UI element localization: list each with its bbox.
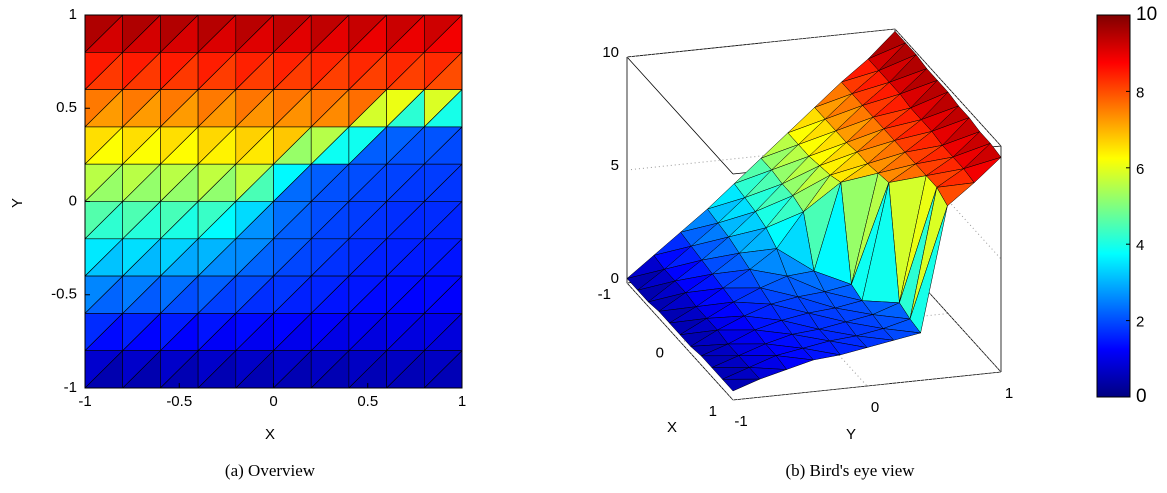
- box-edge: [894, 28, 1002, 147]
- x-tick-label: 0: [269, 393, 277, 410]
- x-tick-label: -1: [598, 286, 611, 303]
- y-tick-label: 1: [69, 6, 77, 23]
- x-axis-label: X: [265, 426, 275, 443]
- box-edge: [626, 56, 734, 175]
- x-tick-label: 0: [656, 344, 664, 361]
- y-tick-label: -0.5: [51, 286, 77, 303]
- colorbar-tick-label: 6: [1136, 161, 1144, 178]
- y-axis-label: Y: [846, 426, 856, 443]
- grid-line: [626, 28, 896, 58]
- y-tick-label: 0.5: [56, 99, 77, 116]
- y-tick-label: -1: [734, 413, 747, 430]
- caption: (b) Bird's eye view: [785, 461, 915, 480]
- colorbar-tick-label: 10: [1136, 4, 1157, 25]
- heatmap-mesh: [85, 15, 462, 388]
- surface-facet: [721, 378, 760, 392]
- x-tick-label: 1: [709, 403, 717, 420]
- colorbar-tick-label: 2: [1136, 314, 1144, 331]
- caption: (a) Overview: [225, 461, 316, 480]
- z-tick-label: 10: [602, 44, 619, 61]
- colorbar-tick-label: 4: [1136, 237, 1144, 254]
- surface: [626, 28, 1002, 401]
- colorbar-tick-label: 8: [1136, 84, 1144, 101]
- y-tick-label: -1: [64, 379, 77, 396]
- x-tick-label: -1: [78, 393, 91, 410]
- z-tick-label: 5: [611, 157, 619, 174]
- x-tick-label: 0.5: [357, 393, 378, 410]
- colorbar: [1096, 14, 1131, 398]
- mesh-cell: [423, 350, 462, 388]
- y-tick-label: 0: [69, 192, 77, 209]
- x-tick-label: -0.5: [166, 393, 192, 410]
- y-axis-label: Y: [9, 198, 26, 208]
- y-tick-label: 1: [1005, 385, 1013, 402]
- x-tick-label: 1: [458, 393, 466, 410]
- colorbar-tick-label: 0: [1136, 386, 1147, 407]
- grid-line: [732, 371, 1002, 401]
- x-axis-label: X: [667, 419, 677, 436]
- z-tick-label: 0: [611, 270, 619, 287]
- y-tick-label: 0: [871, 399, 879, 416]
